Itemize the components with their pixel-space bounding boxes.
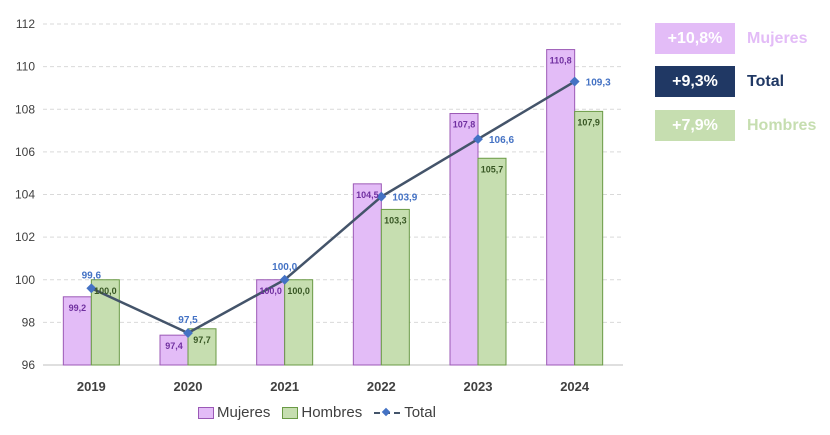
y-tick-label: 104 — [15, 188, 35, 202]
bar-mujeres — [159, 334, 189, 366]
total-marker — [279, 274, 290, 285]
data-label-total: 97,5 — [178, 315, 198, 326]
data-label-hombres: 103,3 — [384, 215, 407, 225]
badge-total-value: +9,3% — [655, 66, 735, 97]
bar-hombres — [574, 110, 604, 366]
total-line — [86, 76, 580, 338]
data-label-mujeres: 110,8 — [550, 56, 572, 66]
legend: Mujeres Hombres Total — [198, 404, 448, 421]
y-tick-label: 100 — [15, 273, 35, 287]
badge-total-label: Total — [747, 72, 785, 90]
data-label-mujeres: 107,8 — [453, 120, 476, 130]
y-tick-label: 102 — [15, 230, 35, 244]
total-marker — [183, 328, 193, 338]
bar-hombres — [187, 328, 217, 366]
badge-row-hombres: +7,9% Hombres — [655, 110, 816, 141]
x-tick-label: 2019 — [77, 379, 106, 394]
badge-hombres-value: +7,9% — [655, 110, 735, 141]
y-tick-label: 106 — [15, 145, 35, 159]
x-tick-label: 2021 — [270, 379, 299, 394]
total-marker — [376, 191, 387, 202]
total-line-path — [90, 80, 576, 335]
y-tick-label: 112 — [16, 17, 35, 31]
data-label-mujeres: 99,2 — [69, 303, 87, 313]
legend-item-hombres: Hombres — [282, 404, 362, 421]
data-label-total: 100,0 — [272, 262, 297, 273]
x-tick-label: 2022 — [367, 379, 396, 394]
x-axis: 2019 2020 2021 2022 2023 2024 — [43, 364, 623, 394]
data-label-total: 109,3 — [586, 78, 611, 89]
bar-hombres — [284, 279, 314, 366]
data-label-total: 99,6 — [82, 270, 102, 281]
y-tick-label: 98 — [22, 315, 36, 329]
legend-item-mujeres: Mujeres — [198, 404, 270, 421]
x-tick-label: 2020 — [174, 379, 203, 394]
bars — [62, 49, 604, 366]
legend-swatch-hombres — [282, 406, 299, 419]
bar-mujeres — [352, 183, 382, 366]
data-labels: 99,2 100,0 97,4 97,7 100,0 100,0 104,5 103,3 107… — [69, 56, 612, 352]
legend-label-total: Total — [404, 404, 436, 421]
y-tick-label: 110 — [16, 60, 35, 74]
x-tick-label: 2024 — [560, 379, 590, 394]
bar-hombres — [477, 157, 507, 366]
y-tick-label: 96 — [22, 358, 36, 372]
data-label-mujeres: 104,5 — [356, 190, 379, 200]
data-label-total: 106,6 — [489, 135, 514, 146]
total-marker — [569, 76, 580, 87]
legend-swatch-mujeres — [198, 406, 214, 419]
legend-item-total: Total — [374, 404, 436, 421]
data-label-hombres: 105,7 — [481, 164, 504, 174]
badge-hombres-label: Hombres — [747, 116, 817, 134]
legend-label-mujeres: Mujeres — [217, 404, 271, 421]
legend-line-icon — [374, 407, 401, 419]
badge-row-mujeres: +10,8% Mujeres — [655, 23, 807, 54]
badge-mujeres-value: +10,8% — [655, 23, 735, 54]
badge-mujeres-label: Mujeres — [747, 29, 808, 47]
badge-row-total: +9,3% Total — [655, 66, 784, 97]
legend-label-hombres: Hombres — [301, 404, 363, 421]
gridlines — [43, 23, 623, 323]
data-label-total: 103,9 — [392, 193, 417, 204]
data-label-mujeres: 97,4 — [165, 341, 183, 351]
y-tick-label: 108 — [15, 102, 35, 116]
data-label-hombres: 97,7 — [193, 335, 211, 345]
data-label-hombres: 100,0 — [287, 286, 310, 296]
data-label-hombres: 100,0 — [94, 286, 117, 296]
bar-mujeres — [62, 296, 92, 366]
bar-mujeres — [546, 49, 576, 366]
y-axis: 96 98 100 102 104 106 108 110 112 — [15, 17, 35, 372]
data-label-mujeres: 100,0 — [259, 286, 282, 296]
bar-mujeres — [449, 113, 479, 366]
x-tick-label: 2023 — [464, 379, 493, 394]
data-label-hombres: 107,9 — [577, 117, 600, 127]
total-marker — [473, 134, 483, 145]
bar-hombres — [380, 208, 410, 366]
